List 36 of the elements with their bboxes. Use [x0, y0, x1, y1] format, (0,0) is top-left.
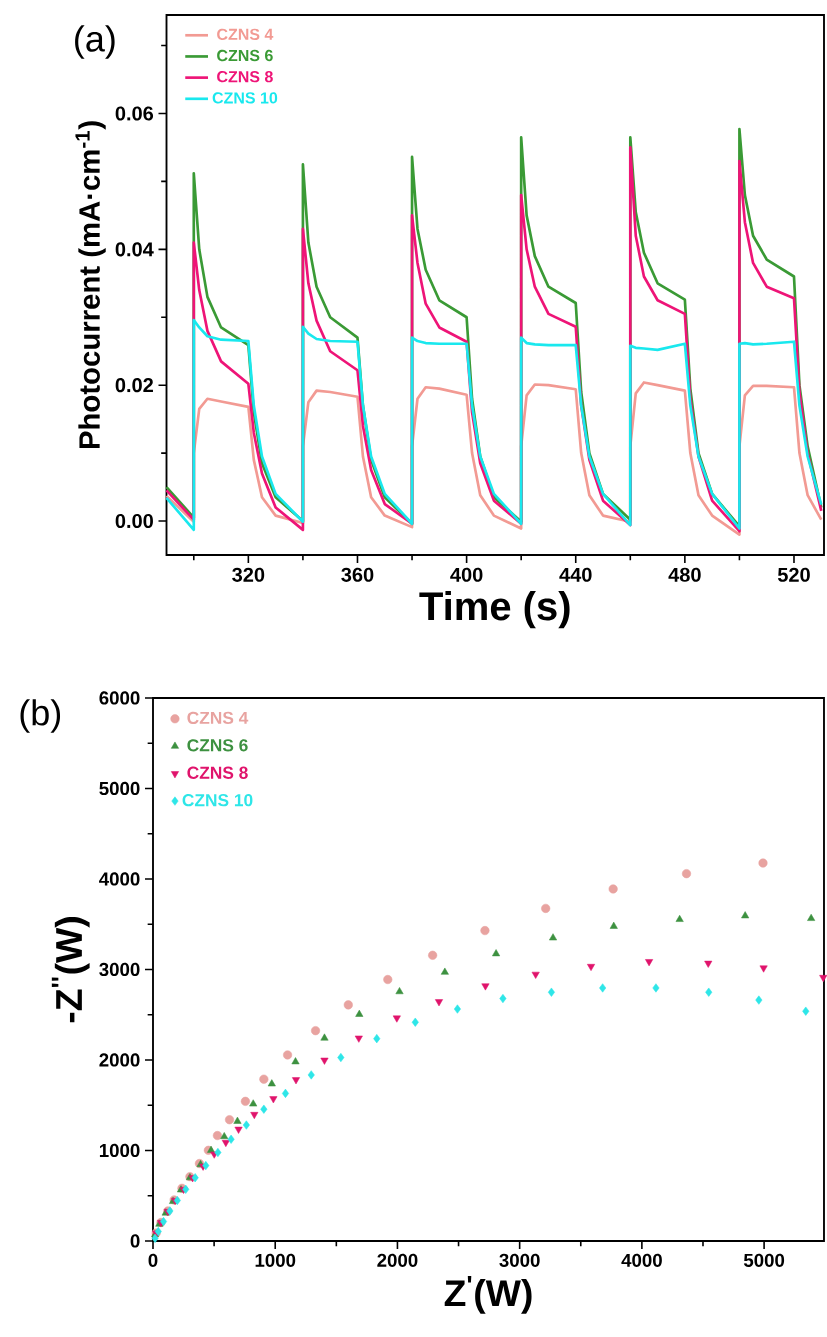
- y-tick-label: 0.02: [115, 378, 153, 393]
- x-tick-label: 520: [777, 567, 810, 582]
- y-tick-label: 0.06: [115, 106, 154, 121]
- x-tick-label: 3000: [499, 1253, 540, 1267]
- x-tick-label: 480: [668, 567, 701, 582]
- legend-label: CZNS 10: [212, 92, 278, 104]
- y-tick-label: 5000: [99, 781, 140, 796]
- y-tick-label: 2000: [99, 1053, 140, 1067]
- x-tick-label: 2000: [377, 1253, 418, 1267]
- y-tick-label: 0.00: [115, 513, 153, 529]
- x-tick-label: 400: [450, 567, 483, 582]
- legend-label: CZNS 8: [187, 766, 248, 779]
- x-axis-title: Z$^{'}$(W): [444, 1276, 532, 1314]
- legend-label: CZNS 4: [217, 28, 274, 41]
- y-tick-label: 0: [130, 1234, 140, 1248]
- x-tick-label: 360: [341, 567, 374, 582]
- text: (b): [20, 699, 61, 733]
- x-tick-label: 4000: [621, 1253, 662, 1267]
- legend-label: CZNS 6: [187, 739, 248, 752]
- x-tick-label: 1000: [255, 1253, 296, 1267]
- x-tick-label: 320: [232, 567, 265, 582]
- y-axis-title: Photocurrent (mA·cm$^{-1}$): [75, 121, 106, 449]
- y-tick-label: 3000: [99, 962, 140, 977]
- y-tick-label: 4000: [99, 872, 140, 886]
- y-tick-label: 1000: [99, 1143, 140, 1158]
- y-tick-label: 0.04: [115, 242, 154, 257]
- legend-label: CZNS 6: [217, 49, 273, 62]
- legend-label: CZNS 10: [182, 794, 253, 807]
- x-tick-label: 440: [559, 567, 592, 582]
- y-tick-label: 6000: [99, 691, 140, 705]
- text: (a): [75, 25, 115, 59]
- legend-label: CZNS 4: [187, 711, 249, 725]
- y-axis-title: -Z$^{''}$(W): [51, 917, 90, 1023]
- legend-label: CZNS 8: [217, 71, 273, 83]
- x-tick-label: 5000: [743, 1253, 785, 1267]
- x-axis-title: Time (s): [419, 591, 570, 629]
